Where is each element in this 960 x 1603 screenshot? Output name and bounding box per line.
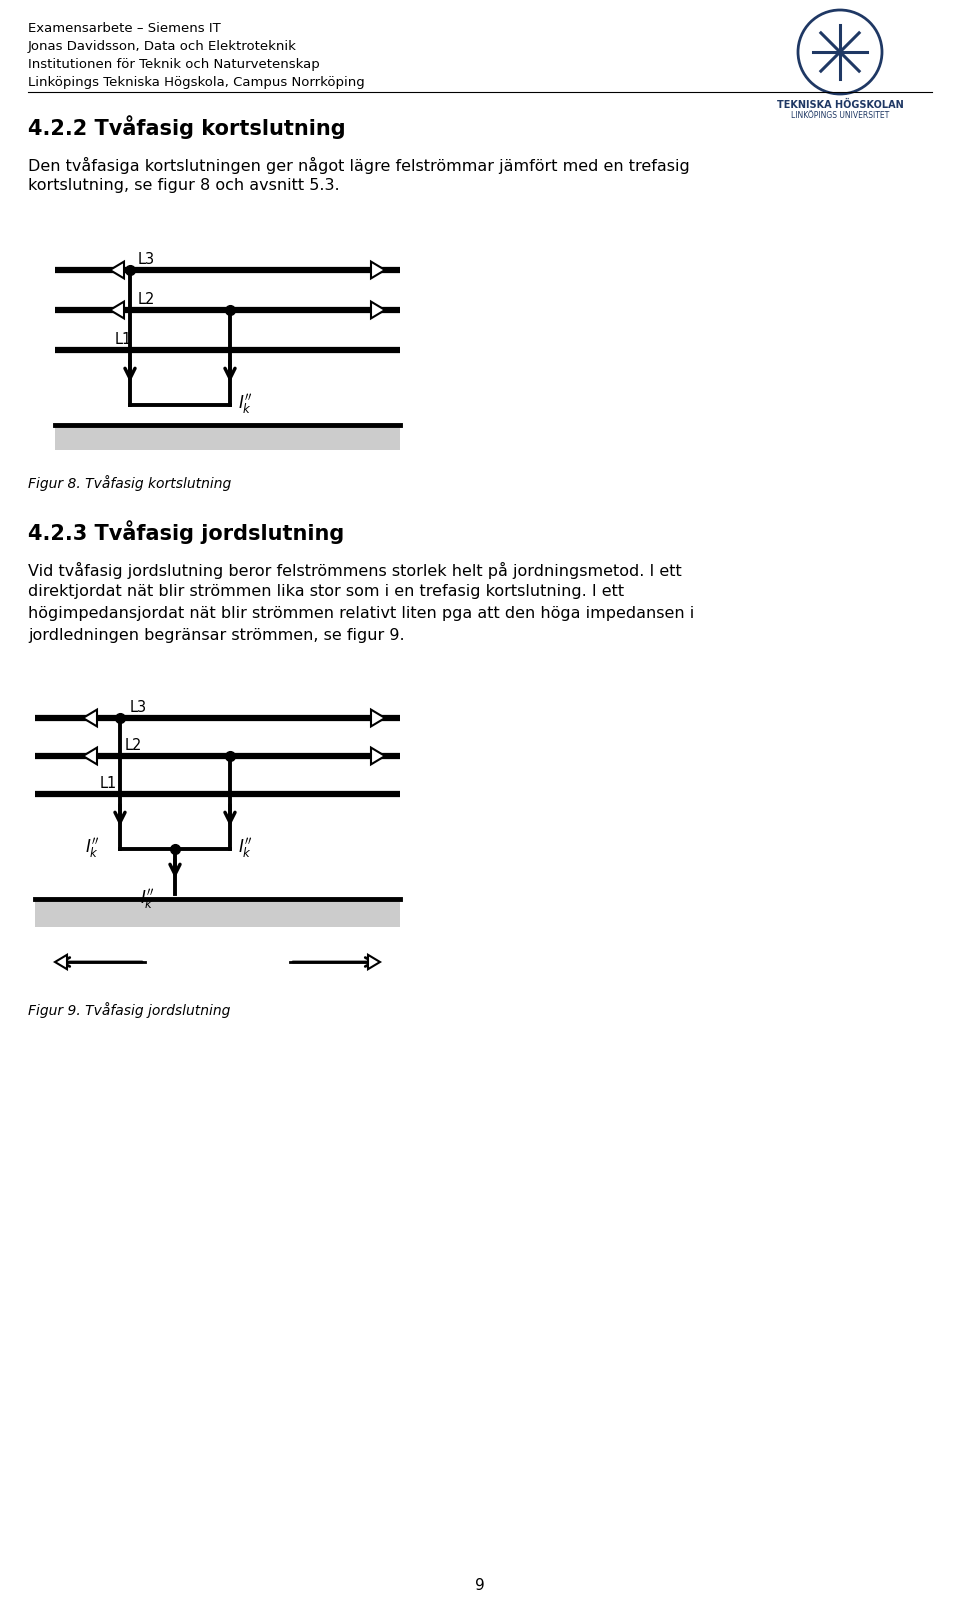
- Text: $I_k^{\prime\prime}$: $I_k^{\prime\prime}$: [85, 837, 100, 859]
- Polygon shape: [371, 747, 385, 765]
- Bar: [35, 899, 400, 927]
- Text: L3: L3: [130, 701, 147, 715]
- Text: L1: L1: [115, 332, 132, 346]
- Polygon shape: [83, 710, 97, 726]
- Text: kortslutning, se figur 8 och avsnitt 5.3.: kortslutning, se figur 8 och avsnitt 5.3…: [28, 178, 340, 192]
- Polygon shape: [371, 261, 385, 279]
- Text: $I_k^{\prime\prime}$: $I_k^{\prime\prime}$: [238, 393, 252, 417]
- Text: Institutionen för Teknik och Naturvetenskap: Institutionen för Teknik och Naturvetens…: [28, 58, 320, 71]
- Text: L3: L3: [138, 252, 156, 268]
- Bar: [55, 425, 400, 450]
- Text: Figur 9. Tvåfasig jordslutning: Figur 9. Tvåfasig jordslutning: [28, 1002, 230, 1018]
- Polygon shape: [371, 301, 385, 319]
- Text: Examensarbete – Siemens IT: Examensarbete – Siemens IT: [28, 22, 221, 35]
- Text: Den tvåfasiga kortslutningen ger något lägre felströmmar jämfört med en trefasig: Den tvåfasiga kortslutningen ger något l…: [28, 157, 689, 175]
- Text: L1: L1: [100, 776, 117, 790]
- Text: $I_k^{\prime\prime}$: $I_k^{\prime\prime}$: [238, 837, 252, 859]
- Text: $I_k^{\prime\prime}$: $I_k^{\prime\prime}$: [140, 886, 155, 911]
- Text: LINKÖPINGS UNIVERSITET: LINKÖPINGS UNIVERSITET: [791, 111, 889, 120]
- Text: direktjordat nät blir strömmen lika stor som i en trefasig kortslutning. I ett: direktjordat nät blir strömmen lika stor…: [28, 583, 624, 600]
- Text: L2: L2: [138, 292, 156, 308]
- Polygon shape: [55, 955, 67, 970]
- Text: jordledningen begränsar strömmen, se figur 9.: jordledningen begränsar strömmen, se fig…: [28, 628, 404, 643]
- Polygon shape: [371, 710, 385, 726]
- Text: Vid tvåfasig jordslutning beror felströmmens storlek helt på jordningsmetod. I e: Vid tvåfasig jordslutning beror felström…: [28, 563, 682, 579]
- Polygon shape: [110, 301, 124, 319]
- Text: 9: 9: [475, 1577, 485, 1593]
- Polygon shape: [110, 261, 124, 279]
- Text: TEKNISKA HÖGSKOLAN: TEKNISKA HÖGSKOLAN: [777, 99, 903, 111]
- Text: högimpedansjordat nät blir strömmen relativt liten pga att den höga impedansen i: högimpedansjordat nät blir strömmen rela…: [28, 606, 694, 620]
- Text: 4.2.3 Tvåfasig jordslutning: 4.2.3 Tvåfasig jordslutning: [28, 519, 345, 543]
- Polygon shape: [368, 955, 380, 970]
- Text: Linköpings Tekniska Högskola, Campus Norrköping: Linköpings Tekniska Högskola, Campus Nor…: [28, 75, 365, 90]
- Text: 4.2.2 Tvåfasig kortslutning: 4.2.2 Tvåfasig kortslutning: [28, 115, 346, 139]
- Polygon shape: [83, 747, 97, 765]
- Text: Jonas Davidsson, Data och Elektroteknik: Jonas Davidsson, Data och Elektroteknik: [28, 40, 297, 53]
- Text: Figur 8. Tvåfasig kortslutning: Figur 8. Tvåfasig kortslutning: [28, 474, 231, 491]
- Text: L2: L2: [125, 737, 142, 753]
